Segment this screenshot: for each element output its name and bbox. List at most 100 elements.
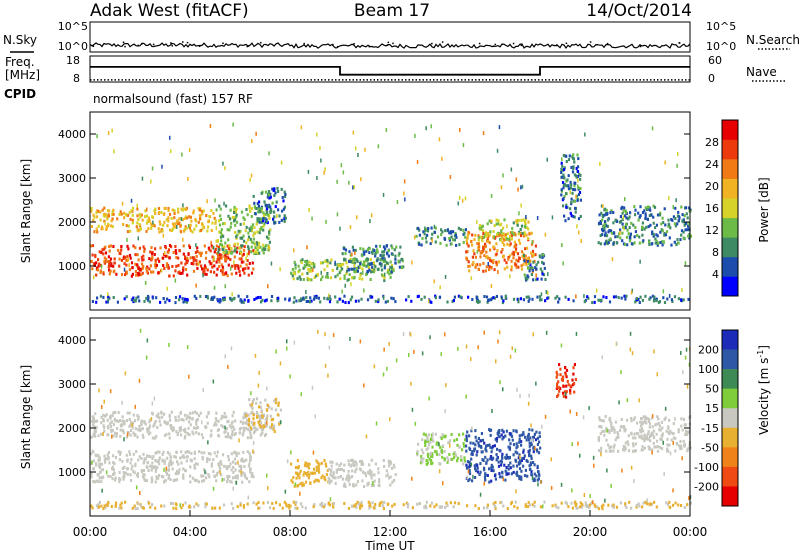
heatmap-cell — [501, 456, 504, 460]
heatmap-cell — [338, 297, 341, 301]
heatmap-cell — [355, 505, 358, 509]
heatmap-cell — [101, 227, 104, 231]
heatmap-cell — [106, 418, 109, 422]
heatmap-cell — [449, 443, 451, 448]
heatmap-cell — [381, 256, 384, 260]
heatmap-cell — [183, 229, 186, 233]
heatmap-cell — [250, 239, 253, 244]
heatmap-cell — [285, 504, 288, 508]
heatmap-cell — [262, 211, 265, 215]
heatmap-cell — [209, 262, 212, 266]
heatmap-cell — [573, 184, 576, 188]
heatmap-cell — [283, 500, 286, 504]
heatmap-cell — [241, 244, 244, 248]
heatmap-cell — [656, 449, 660, 453]
heatmap-cell — [464, 196, 467, 201]
heatmap-cell — [389, 475, 392, 479]
heatmap-cell — [252, 233, 255, 237]
heatmap-cell — [599, 161, 601, 166]
heatmap-cell — [262, 228, 265, 232]
heatmap-cell — [535, 381, 537, 386]
heatmap-cell — [160, 411, 163, 415]
heatmap-cell — [612, 426, 615, 430]
colorbar-swatch — [722, 237, 738, 258]
heatmap-cell — [573, 390, 576, 394]
heatmap-cell — [560, 501, 563, 505]
heatmap-cell — [298, 268, 301, 272]
heatmap-cell — [320, 461, 323, 465]
heatmap-cell — [158, 462, 161, 466]
heatmap-cell — [624, 223, 628, 227]
heatmap-cell — [165, 218, 168, 221]
heatmap-cell — [246, 259, 249, 262]
heatmap-cell — [446, 300, 449, 304]
heatmap-cell — [310, 278, 313, 282]
heatmap-cell — [207, 473, 210, 477]
heatmap-cell — [238, 464, 241, 468]
heatmap-cell — [648, 241, 651, 244]
heatmap-cell — [619, 230, 621, 235]
heatmap-cell — [652, 234, 655, 238]
heatmap-cell — [572, 167, 575, 170]
heatmap-cell — [143, 477, 146, 481]
heatmap-cell — [203, 244, 206, 248]
heatmap-cell — [214, 221, 217, 225]
xtick-label: 00:00 — [73, 525, 108, 539]
heatmap-cell — [639, 259, 641, 264]
heatmap-cell — [310, 269, 313, 273]
heatmap-cell — [195, 296, 198, 300]
heatmap-cell — [476, 464, 479, 468]
heatmap-cell — [241, 480, 244, 484]
heatmap-cell — [339, 265, 343, 269]
heatmap-cell — [174, 455, 177, 459]
heatmap-cell — [140, 255, 143, 259]
heatmap-cell — [240, 236, 243, 240]
heatmap-cell — [201, 222, 204, 226]
heatmap-cell — [445, 501, 448, 505]
heatmap-cell — [248, 451, 251, 455]
heatmap-cell — [227, 263, 230, 267]
heatmap-cell — [164, 254, 167, 258]
heatmap-cell — [474, 504, 477, 508]
heatmap-cell — [162, 233, 165, 238]
heatmap-cell — [610, 231, 613, 235]
heatmap-cell — [207, 246, 210, 250]
heatmap-cell — [563, 168, 566, 171]
heatmap-cell — [434, 450, 437, 453]
heatmap-cell — [391, 480, 394, 484]
heatmap-cell — [461, 448, 464, 452]
heatmap-cell — [619, 228, 622, 232]
heatmap-cell — [465, 444, 468, 448]
heatmap-cell — [520, 218, 523, 222]
heatmap-cell — [509, 231, 512, 235]
heatmap-cell — [408, 353, 410, 357]
heatmap-cell — [612, 503, 615, 507]
heatmap-cell — [628, 239, 632, 243]
heatmap-cell — [307, 300, 310, 303]
heatmap-cell — [111, 225, 114, 229]
heatmap-cell — [523, 273, 526, 277]
heatmap-cell — [299, 502, 303, 506]
heatmap-cell — [383, 276, 386, 280]
heatmap-cell — [159, 300, 162, 304]
heatmap-cell — [635, 431, 638, 435]
heatmap-cell — [177, 462, 180, 466]
heatmap-cell — [368, 463, 371, 467]
heatmap-cell — [253, 252, 256, 256]
heatmap-cell — [215, 411, 218, 415]
heatmap-cell — [254, 206, 257, 210]
heatmap-cell — [438, 295, 441, 299]
heatmap-cell — [629, 331, 632, 336]
heatmap-cell — [236, 505, 239, 508]
heatmap-cell — [192, 256, 196, 260]
heatmap-cell — [489, 433, 492, 437]
heatmap-cell — [367, 470, 370, 474]
heatmap-cell — [642, 415, 645, 419]
heatmap-cell — [370, 458, 373, 462]
heatmap-cell — [177, 471, 180, 475]
heatmap-cell — [592, 455, 595, 460]
colorbar-swatch — [722, 427, 738, 448]
heatmap-cell — [259, 401, 262, 405]
heatmap-cell — [163, 459, 166, 463]
